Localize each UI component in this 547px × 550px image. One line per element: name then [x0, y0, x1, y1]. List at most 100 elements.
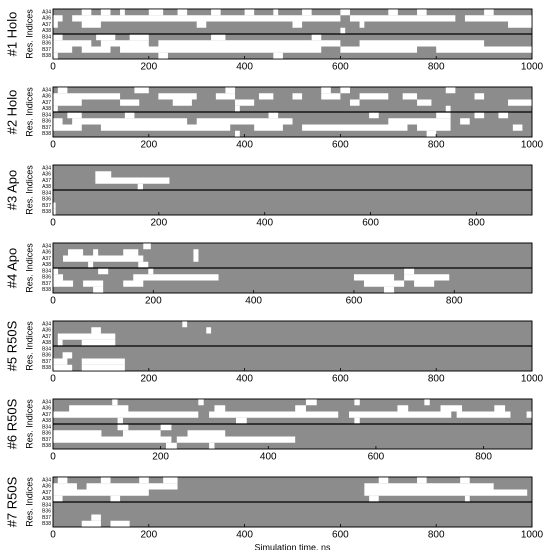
occupancy-segment: [143, 243, 151, 250]
x-tick-label: 800: [475, 452, 492, 463]
occupancy-segment: [124, 112, 135, 119]
occupancy-segment: [460, 477, 470, 484]
y-axis-label: Res. Indices: [24, 477, 34, 527]
occupancy-segment: [100, 9, 111, 16]
occupancy-segment: [138, 261, 149, 268]
occupancy-segment: [53, 268, 59, 275]
occupancy-segment: [273, 52, 283, 59]
occupancy-segment: [53, 99, 82, 106]
occupancy-segment: [123, 249, 139, 256]
row-label: A36: [42, 328, 51, 334]
occupancy-segment: [340, 9, 350, 16]
x-tick-label: 1000: [521, 140, 544, 151]
occupancy-segment: [110, 520, 130, 527]
occupancy-segment: [81, 339, 116, 346]
row-label: A37: [42, 178, 51, 184]
occupancy-segment: [196, 21, 207, 28]
occupancy-segment: [417, 477, 427, 484]
occupancy-segment: [83, 280, 104, 287]
x-tick-label: 1000: [521, 62, 544, 73]
x-tick-label: 200: [152, 452, 169, 463]
occupancy-segment: [364, 489, 528, 496]
occupancy-segment: [139, 477, 149, 484]
x-tick-label: 200: [140, 530, 157, 541]
x-tick-label: 1000: [521, 530, 544, 541]
occupancy-segment: [57, 333, 116, 340]
occupancy-segment: [364, 483, 494, 490]
occupancy-segment: [378, 477, 389, 484]
occupancy-segment: [53, 40, 92, 47]
x-tick-label: 800: [446, 296, 463, 307]
row-label: B38: [42, 209, 51, 215]
occupancy-segment: [57, 87, 68, 94]
row-label: A34: [42, 399, 51, 405]
row-label: A34: [42, 477, 51, 483]
occupancy-segment: [129, 34, 149, 41]
occupancy-segment: [177, 9, 188, 16]
occupancy-segment: [95, 171, 112, 178]
occupancy-segment: [72, 118, 188, 125]
occupancy-segment: [417, 99, 432, 106]
occupancy-segment: [63, 255, 144, 262]
plot-frame: [52, 320, 533, 372]
occupancy-segment: [91, 514, 101, 521]
occupancy-segment: [68, 249, 84, 256]
occupancy-segment: [193, 249, 199, 256]
occupancy-segment: [93, 286, 104, 293]
occupancy-segment: [384, 286, 395, 293]
plot-frame: [52, 476, 533, 528]
occupancy-segment: [198, 399, 204, 406]
x-tick-label: 0: [50, 452, 56, 463]
occupancy-segment: [117, 417, 123, 424]
plot-frame: [52, 398, 533, 450]
row-label: B38: [42, 365, 51, 371]
occupancy-segment: [359, 21, 365, 28]
occupancy-segment: [474, 112, 485, 119]
x-tick-label: 800: [468, 218, 485, 229]
row-label: A37: [42, 100, 51, 106]
row-label: B38: [42, 443, 51, 449]
occupancy-segment: [436, 112, 451, 119]
occupancy-segment: [209, 442, 215, 449]
occupancy-segment: [137, 183, 143, 190]
occupancy-segment: [69, 405, 129, 412]
row-label: B34: [42, 268, 51, 274]
occupancy-segment: [292, 93, 303, 100]
occupancy-segment: [117, 424, 129, 431]
row-label: A34: [42, 321, 51, 327]
panel-label: #1 Holo: [4, 12, 19, 57]
occupancy-segment: [53, 358, 68, 365]
row-label: A38: [42, 418, 51, 424]
row-label: A36: [42, 250, 51, 256]
occupancy-segment: [158, 40, 341, 47]
occupancy-segment: [302, 124, 408, 131]
occupancy-segment: [100, 477, 111, 484]
occupancy-segment: [235, 130, 240, 137]
row-label: A37: [42, 412, 51, 418]
occupancy-segment: [354, 417, 360, 424]
occupancy-segment: [81, 364, 125, 371]
plot-frame: [52, 242, 533, 294]
occupancy-segment: [268, 112, 279, 119]
occupancy-segment: [53, 15, 63, 22]
row-label: A38: [42, 28, 51, 34]
row-label: B37: [42, 203, 51, 209]
row-label: A34: [42, 165, 51, 171]
row-label: B34: [42, 112, 51, 118]
occupancy-segment: [53, 489, 149, 496]
occupancy-segment: [81, 46, 111, 53]
x-tick-label: 400: [236, 530, 253, 541]
occupancy-segment: [206, 327, 212, 334]
occupancy-segment: [166, 442, 177, 449]
occupancy-segment: [122, 430, 161, 437]
occupancy-segment: [321, 87, 331, 94]
occupancy-segment: [417, 9, 427, 16]
x-tick-label: 200: [151, 218, 168, 229]
y-axis-label: Res. Indices: [24, 9, 34, 59]
row-label: B34: [42, 34, 51, 40]
x-tick-label: 600: [368, 452, 385, 463]
occupancy-segment: [397, 405, 409, 412]
occupancy-segment: [388, 118, 451, 125]
occupancy-segment: [460, 118, 470, 125]
